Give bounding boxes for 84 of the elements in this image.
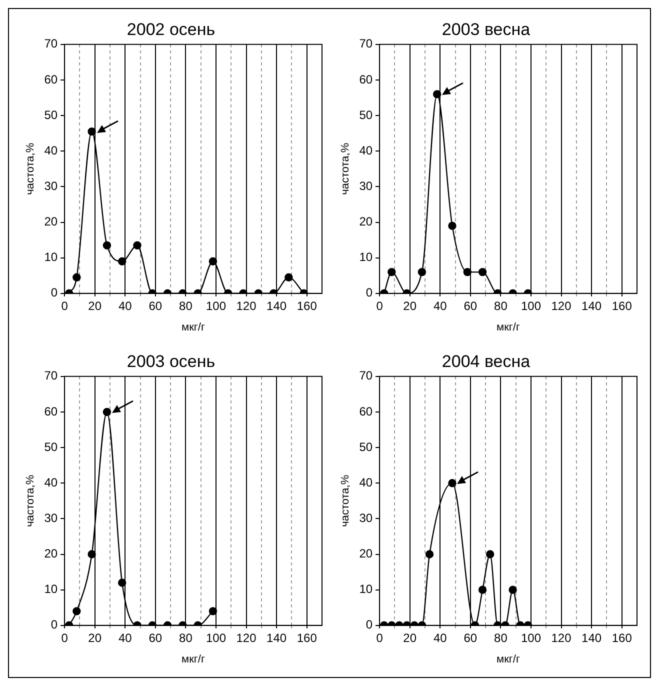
y-tick-label: 0 — [50, 286, 58, 300]
point — [88, 550, 96, 558]
point — [448, 222, 456, 230]
y-tick-label: 0 — [366, 618, 373, 632]
x-tick-label: 40 — [118, 298, 132, 313]
y-tick-label: 0 — [366, 286, 373, 300]
x-tick-label: 100 — [206, 630, 226, 645]
x-tick-label: 140 — [582, 630, 602, 645]
x-tick-label: 120 — [236, 298, 257, 313]
x-tick-label: 0 — [61, 630, 68, 645]
y-tick-label: 60 — [359, 72, 373, 86]
y-tick-label: 10 — [44, 582, 58, 596]
y-tick-label: 0 — [50, 618, 58, 632]
y-tick-label: 70 — [44, 368, 58, 383]
x-tick-label: 160 — [612, 298, 632, 313]
x-tick-label: 100 — [520, 298, 542, 313]
y-tick-label: 20 — [44, 214, 58, 229]
x-tick-label: 100 — [206, 298, 226, 313]
x-tick-label: 20 — [403, 298, 417, 313]
x-tick-label: 60 — [148, 298, 162, 313]
x-tick-label: 60 — [148, 630, 162, 645]
y-tick-label: 30 — [359, 511, 373, 525]
y-tick-label: 30 — [44, 179, 58, 193]
x-tick-label: 20 — [88, 630, 102, 645]
y-tick-label: 30 — [359, 179, 373, 193]
x-tick-label: 160 — [296, 298, 318, 313]
y-axis-title: частота,% — [24, 474, 37, 527]
y-tick-label: 20 — [44, 546, 58, 561]
y-tick-label: 30 — [44, 511, 58, 525]
y-tick-label: 10 — [359, 250, 373, 264]
x-tick-label: 120 — [551, 630, 572, 645]
y-tick-label: 50 — [44, 440, 58, 454]
x-axis-title: мкг/г — [182, 321, 206, 334]
x-tick-label: 40 — [433, 298, 448, 313]
x-tick-label: 20 — [403, 630, 417, 645]
x-tick-label: 80 — [179, 298, 193, 313]
x-tick-label: 40 — [433, 630, 448, 645]
x-axis-title: мкг/г — [182, 653, 206, 666]
point — [432, 90, 442, 98]
x-tick-label: 80 — [179, 630, 193, 645]
y-tick-label: 10 — [359, 582, 373, 596]
y-tick-label: 40 — [359, 143, 373, 158]
y-tick-label: 40 — [44, 475, 58, 490]
x-tick-label: 140 — [266, 630, 287, 645]
y-tick-label: 10 — [44, 250, 58, 264]
y-tick-label: 50 — [359, 440, 373, 454]
point — [102, 408, 112, 416]
x-tick-label: 60 — [464, 630, 478, 645]
x-tick-label: 80 — [494, 630, 508, 645]
y-axis-title: частота,% — [340, 474, 352, 527]
x-tick-label: 0 — [61, 298, 68, 313]
x-tick-label: 60 — [464, 298, 478, 313]
y-tick-label: 40 — [44, 143, 58, 158]
y-tick-label: 20 — [359, 546, 373, 561]
y-tick-label: 20 — [359, 214, 373, 229]
y-tick-label: 40 — [359, 475, 373, 490]
x-tick-label: 160 — [612, 630, 632, 645]
x-tick-label: 140 — [266, 298, 287, 313]
x-tick-label: 120 — [551, 298, 572, 313]
y-tick-label: 50 — [359, 108, 373, 122]
y-tick-label: 70 — [359, 368, 373, 383]
y-tick-label: 70 — [359, 36, 373, 51]
y-tick-label: 60 — [359, 404, 373, 418]
y-tick-label: 50 — [44, 108, 58, 122]
x-tick-label: 0 — [376, 298, 384, 313]
x-tick-label: 40 — [118, 630, 132, 645]
x-tick-label: 120 — [236, 630, 257, 645]
x-tick-label: 0 — [376, 630, 384, 645]
x-tick-label: 160 — [296, 630, 318, 645]
x-axis-title: мкг/г — [496, 653, 520, 666]
x-tick-label: 100 — [520, 630, 542, 645]
y-tick-label: 60 — [44, 404, 58, 418]
x-tick-label: 80 — [494, 298, 508, 313]
x-tick-label: 140 — [582, 298, 602, 313]
chart-title: 2003 осень — [126, 352, 216, 371]
x-tick-label: 20 — [88, 298, 102, 313]
y-tick-label: 70 — [44, 36, 58, 51]
x-axis-title: мкг/г — [496, 321, 520, 334]
chart-title: 2004 весна — [442, 352, 531, 371]
chart-title: 2003 весна — [442, 20, 531, 39]
y-axis-title: частота,% — [24, 142, 37, 195]
chart-title: 2002 осень — [126, 20, 216, 39]
y-tick-label: 60 — [44, 72, 58, 86]
y-axis-title: частота,% — [340, 142, 352, 195]
